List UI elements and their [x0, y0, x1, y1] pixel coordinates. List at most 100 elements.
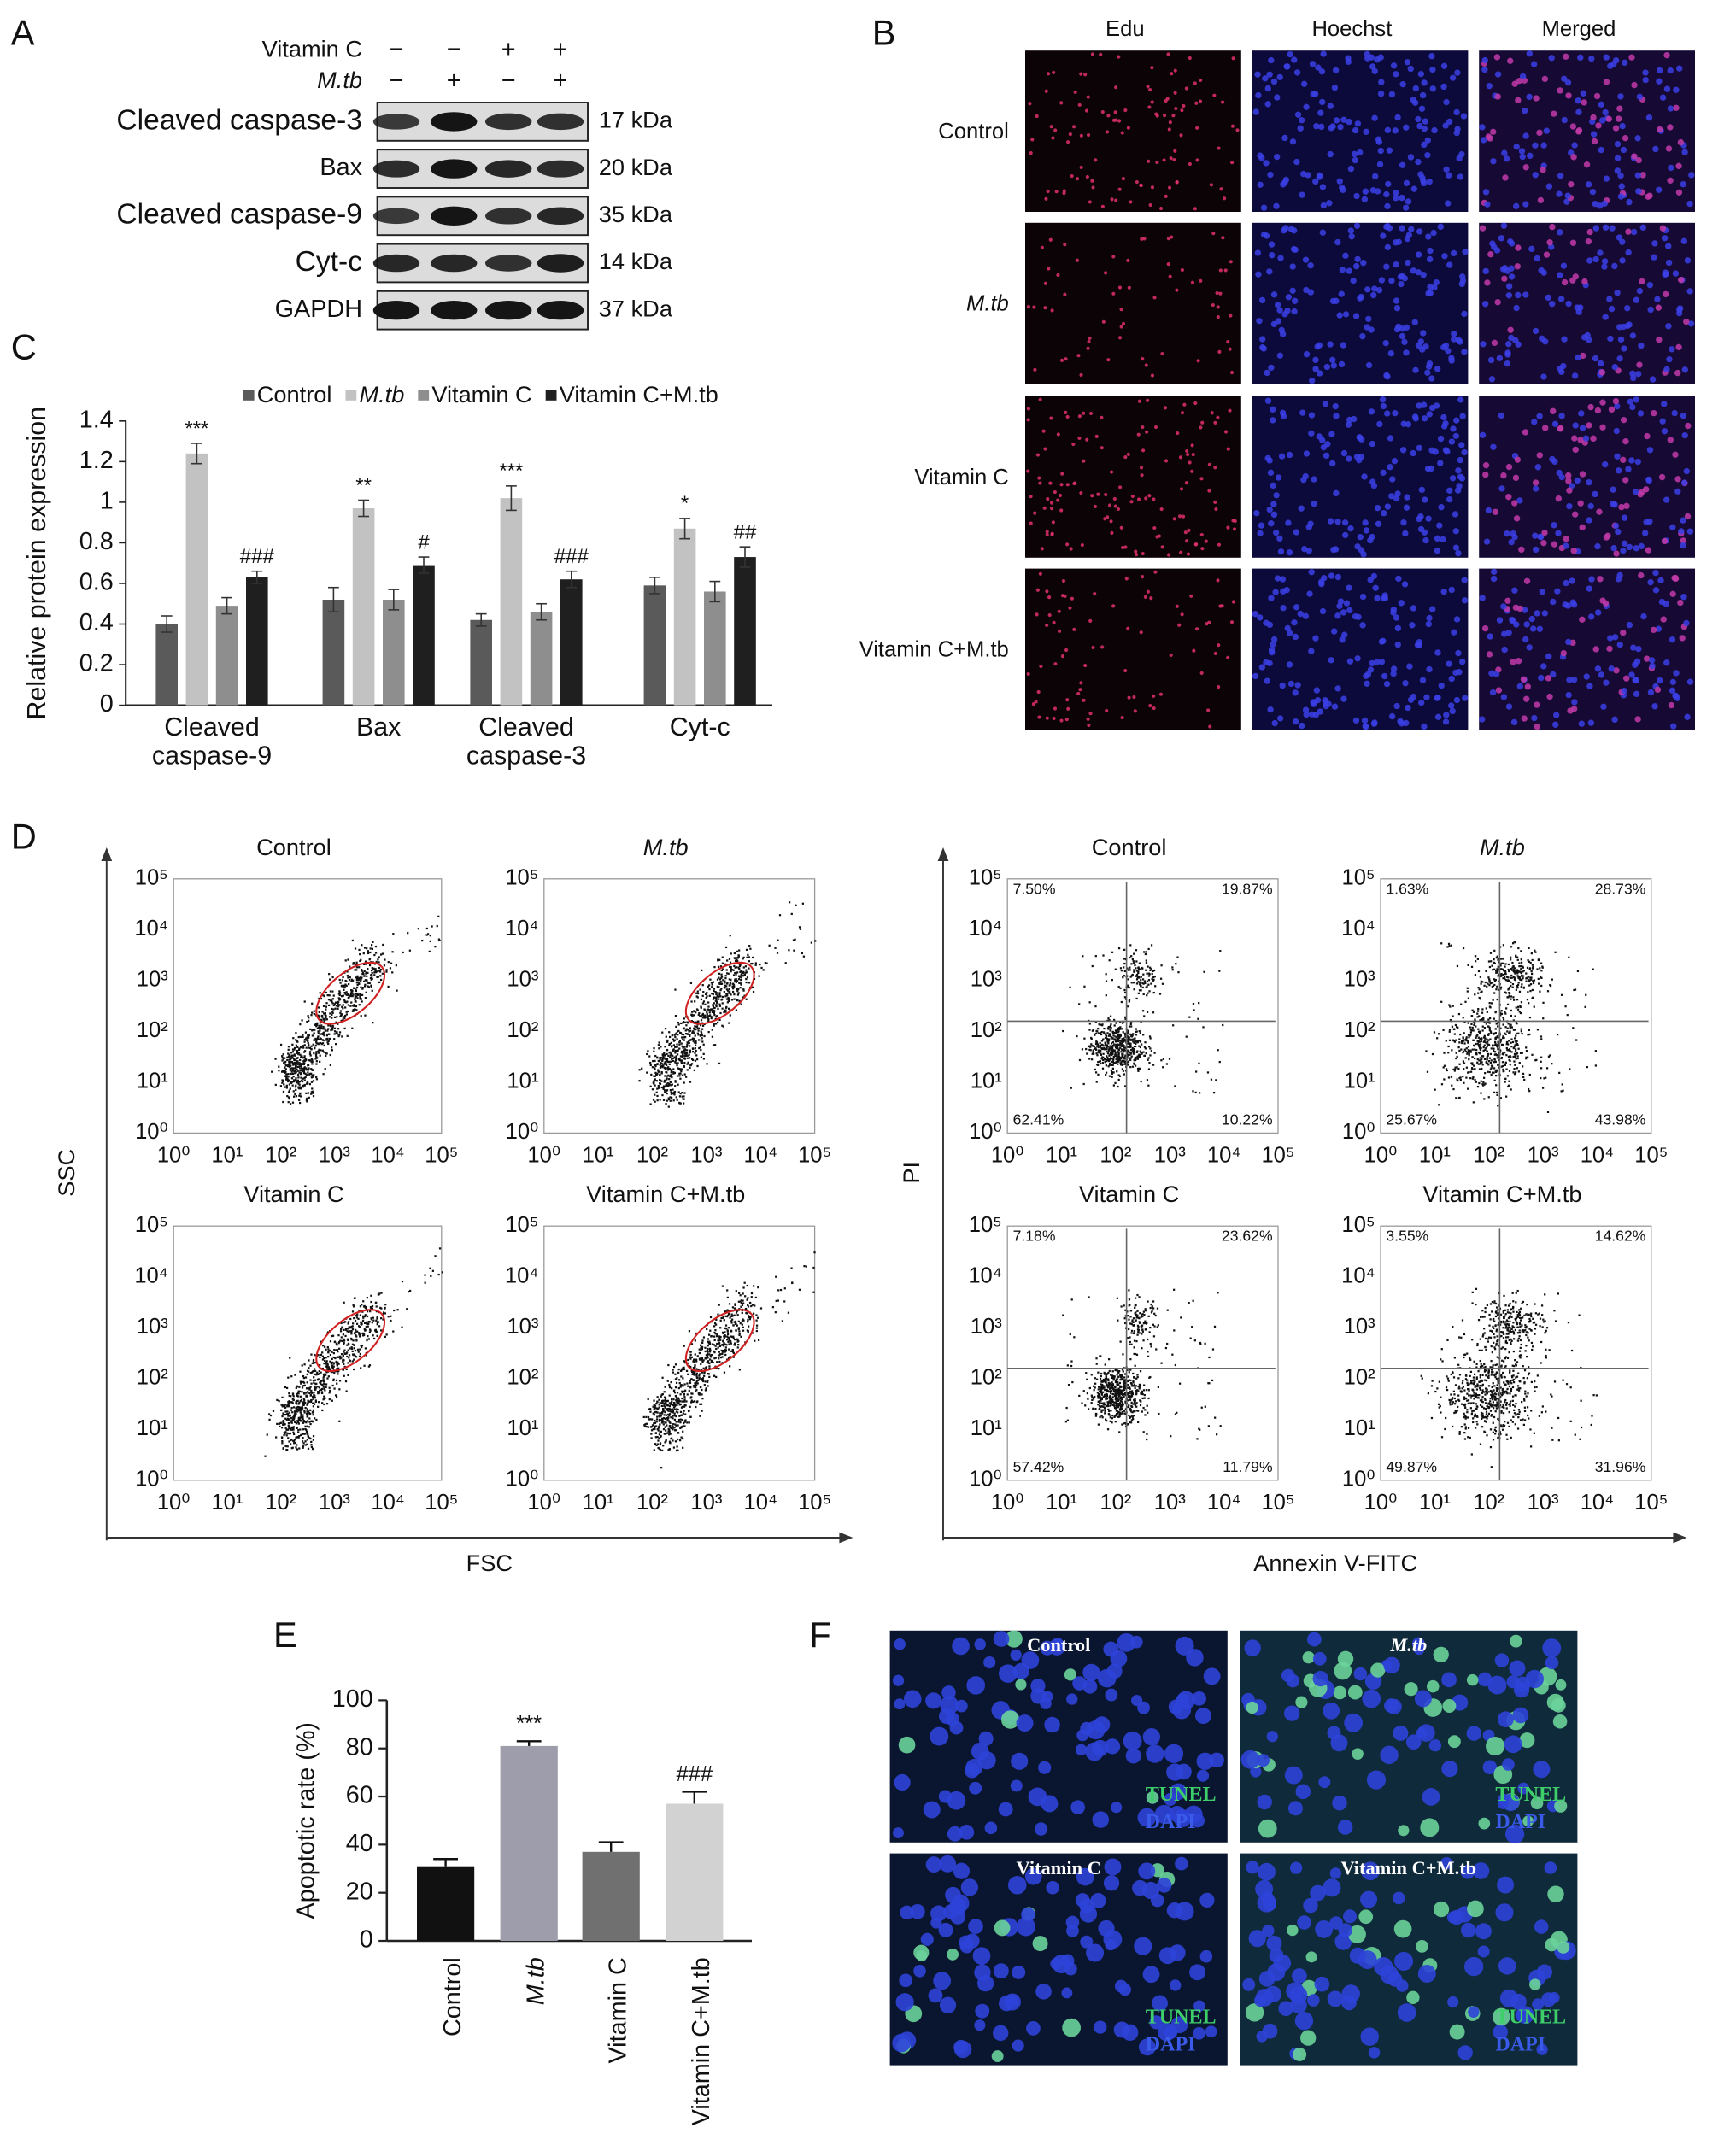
y-tick-label: 10⁵ — [135, 1213, 168, 1237]
event — [711, 1008, 714, 1011]
cell — [1318, 578, 1325, 585]
event — [308, 1359, 310, 1362]
cell — [1155, 114, 1159, 118]
event — [316, 1042, 319, 1045]
x-tick-label: 10² — [265, 1491, 296, 1515]
event — [670, 1380, 672, 1384]
event — [738, 982, 741, 984]
micro-image — [1479, 222, 1695, 384]
event — [305, 1392, 308, 1394]
cell — [1111, 255, 1116, 259]
cell — [1564, 602, 1572, 609]
blot-band — [485, 301, 532, 320]
event — [339, 1010, 343, 1012]
event — [281, 1415, 284, 1418]
cell — [1553, 712, 1560, 718]
cell — [1608, 665, 1615, 672]
blot-band — [537, 301, 584, 320]
event — [338, 1388, 341, 1391]
event — [645, 1422, 648, 1425]
event — [302, 1402, 305, 1404]
event — [691, 1015, 694, 1017]
event — [360, 1015, 362, 1017]
event — [348, 1327, 350, 1330]
event — [653, 1050, 655, 1052]
event — [324, 1068, 326, 1070]
micro-image — [1252, 222, 1469, 384]
event — [689, 1381, 692, 1384]
cell — [1629, 332, 1637, 339]
cell — [1152, 706, 1156, 711]
event — [729, 982, 732, 984]
event — [694, 1000, 696, 1003]
cell — [1033, 367, 1037, 372]
cell — [1031, 702, 1035, 706]
event — [343, 1017, 346, 1020]
cell — [1498, 235, 1505, 242]
cell — [1495, 687, 1503, 694]
event — [320, 1027, 322, 1029]
event — [715, 993, 718, 996]
event — [327, 1375, 330, 1378]
event — [343, 1363, 345, 1365]
event — [337, 1007, 339, 1010]
event — [671, 1387, 673, 1390]
event — [368, 1321, 371, 1323]
event — [308, 1034, 310, 1037]
event — [721, 998, 724, 1001]
bar — [155, 624, 178, 706]
event — [375, 960, 378, 964]
event — [690, 1063, 694, 1065]
event — [374, 968, 377, 970]
event — [287, 1052, 290, 1055]
cell — [1303, 711, 1310, 718]
event — [701, 1024, 705, 1027]
event — [659, 1082, 661, 1085]
cell — [1414, 642, 1422, 648]
event — [672, 1415, 674, 1417]
event — [290, 1416, 292, 1420]
cell — [1045, 589, 1049, 594]
cell — [1451, 629, 1457, 636]
cell — [1444, 448, 1451, 455]
cell — [1213, 651, 1217, 656]
event — [328, 1037, 331, 1040]
event — [284, 1064, 287, 1067]
cell — [1378, 638, 1386, 645]
cell — [1359, 593, 1367, 601]
event — [663, 1052, 666, 1055]
event — [732, 974, 736, 976]
event — [340, 1322, 343, 1325]
event — [331, 1399, 333, 1402]
cell — [1268, 595, 1275, 601]
event — [295, 1402, 297, 1404]
cell — [1480, 137, 1487, 144]
cell — [1626, 543, 1633, 551]
event — [329, 990, 332, 993]
cell — [1510, 659, 1516, 665]
event — [694, 1059, 697, 1062]
cell — [1575, 97, 1581, 104]
cell — [1555, 495, 1563, 502]
event — [329, 1360, 331, 1363]
cell — [1226, 447, 1230, 451]
event — [349, 994, 351, 997]
x-tick-label: 10⁴ — [371, 1143, 404, 1167]
event — [313, 1381, 315, 1384]
event — [694, 1047, 696, 1050]
event — [710, 1008, 713, 1011]
event — [689, 1034, 691, 1037]
event — [719, 989, 722, 992]
event — [707, 1353, 709, 1357]
cell — [1526, 93, 1533, 101]
cell — [1204, 539, 1208, 543]
event — [314, 1054, 318, 1057]
event — [741, 1320, 744, 1322]
cell — [1170, 72, 1174, 76]
event — [707, 984, 711, 987]
event — [309, 1422, 312, 1426]
event — [660, 1421, 664, 1424]
event — [349, 994, 353, 998]
cell — [1268, 647, 1276, 654]
cell — [1141, 425, 1145, 430]
